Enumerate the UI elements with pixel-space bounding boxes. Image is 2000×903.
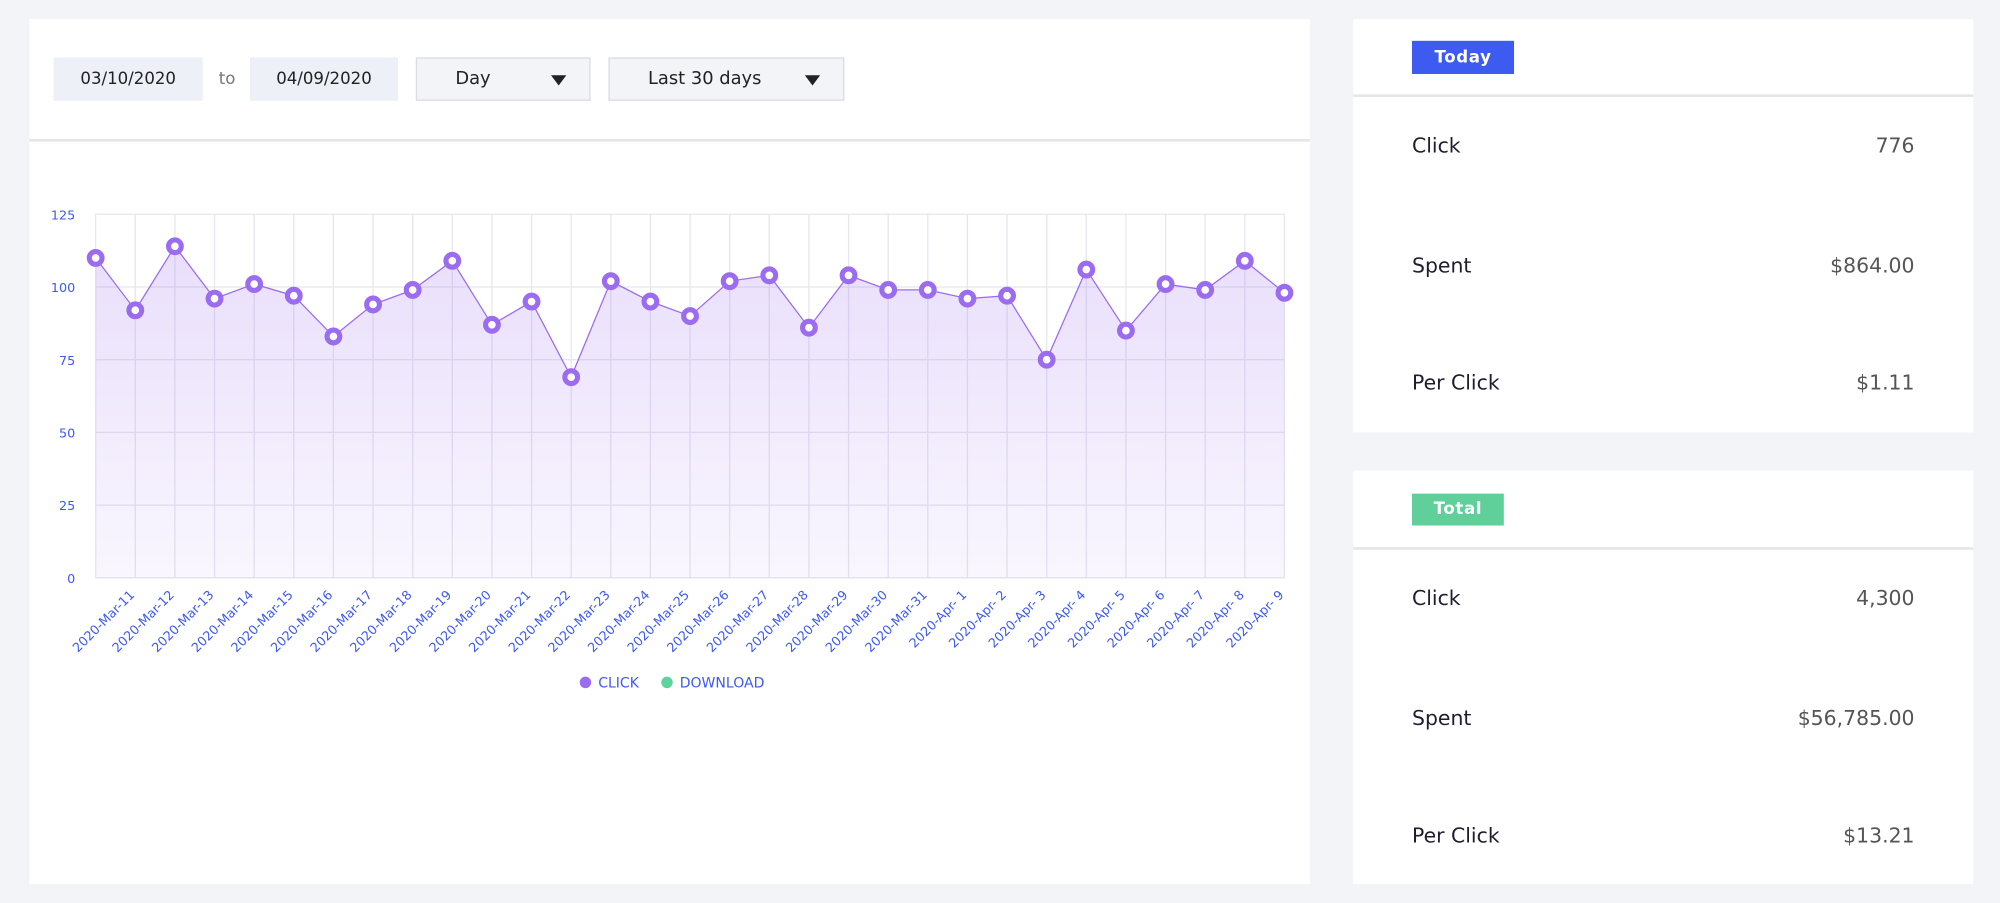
point (324, 327, 343, 346)
point (879, 280, 898, 299)
interval-dropdown[interactable]: Day (415, 57, 591, 101)
point (641, 292, 660, 311)
point (958, 289, 977, 308)
end-date[interactable]: 04/09/2020 (249, 57, 398, 101)
interval-text: Day (455, 68, 491, 90)
point (1037, 350, 1056, 369)
point (443, 251, 462, 270)
row-value: $13.21 (1843, 823, 1915, 848)
point (839, 266, 858, 285)
point (482, 315, 501, 334)
area (95, 246, 1285, 578)
total-card: Total Click 4,300 Spent $56,785.00 Per C… (1353, 470, 1974, 884)
y-tick-label: 125 (51, 208, 75, 223)
point (86, 248, 105, 267)
row-value: 4,300 (1856, 586, 1915, 611)
today-badge: Today (1411, 40, 1515, 74)
row-label: Per Click (1411, 370, 1500, 395)
point (364, 295, 382, 314)
point (601, 272, 620, 291)
point (1117, 321, 1135, 340)
point (1196, 280, 1215, 299)
y-tick-label: 0 (67, 572, 75, 587)
row-value: $864.00 (1830, 253, 1915, 278)
divider (29, 139, 1310, 142)
point (1275, 283, 1294, 302)
today-card: Today Click 776 Spent $864.00 Per Click … (1353, 19, 1974, 433)
point (126, 301, 145, 320)
point (760, 266, 779, 285)
row-label: Per Click (1411, 823, 1500, 848)
start-date[interactable]: 03/10/2020 (53, 57, 203, 101)
point (245, 275, 264, 294)
caret (804, 75, 821, 86)
point (205, 289, 224, 308)
range-dropdown[interactable]: Last 30 days (608, 57, 845, 101)
divider (1353, 547, 1974, 550)
row-value: 776 (1875, 133, 1915, 158)
point (403, 280, 422, 299)
legend-swatch (579, 676, 592, 689)
point (998, 286, 1016, 305)
y-tick-label: 25 (59, 499, 75, 514)
caret (551, 75, 567, 86)
point (522, 292, 541, 311)
legend-label: DOWNLOAD (680, 675, 765, 691)
row-value: $1.11 (1856, 370, 1915, 395)
point (284, 286, 303, 305)
legend-label: CLICK (598, 675, 640, 691)
row-label: Click (1411, 586, 1461, 611)
point (1077, 260, 1096, 279)
point (720, 272, 739, 291)
row-label: Spent (1411, 705, 1472, 731)
point (1156, 275, 1175, 294)
chart: 02550751001252020-Mar-112020-Mar-122020-… (51, 208, 1294, 691)
legend-swatch (661, 676, 673, 689)
row-value: $56,785.00 (1797, 705, 1915, 731)
y-tick-label: 75 (59, 354, 75, 369)
y-tick-label: 50 (59, 426, 75, 441)
total-badge: Total (1411, 493, 1504, 526)
point (165, 237, 184, 256)
point (681, 307, 699, 325)
range-text: Last 30 days (647, 68, 762, 90)
row-label: Click (1411, 133, 1461, 158)
point (1235, 251, 1254, 270)
point (562, 368, 581, 387)
row-label: Spent (1411, 253, 1472, 278)
y-tick-label: 100 (51, 281, 75, 296)
point (918, 280, 937, 299)
divider (1353, 94, 1974, 97)
separator: to (218, 69, 236, 89)
point (799, 318, 818, 337)
